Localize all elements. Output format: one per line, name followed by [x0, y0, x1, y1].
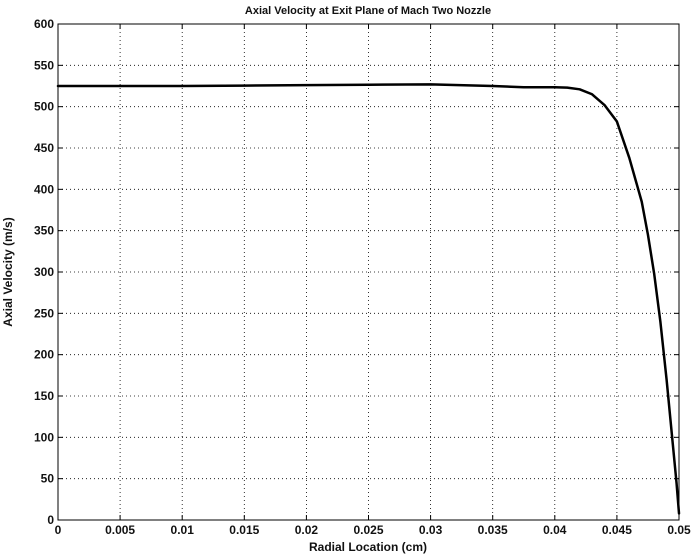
x-axis-title: Radial Location (cm) [309, 540, 427, 554]
x-tick-label: 0.03 [419, 523, 443, 537]
grid-lines [58, 24, 679, 520]
y-tick-label: 50 [41, 472, 55, 486]
x-tick-label: 0.01 [171, 523, 195, 537]
y-tick-label: 100 [34, 430, 54, 444]
x-tick-label: 0 [55, 523, 62, 537]
x-tick-label: 0.005 [105, 523, 135, 537]
y-tick-label: 300 [34, 265, 54, 279]
y-axis-title: Axial Velocity (m/s) [1, 217, 15, 326]
x-tick-label: 0.045 [602, 523, 632, 537]
y-tick-label: 150 [34, 389, 54, 403]
chart-title: Axial Velocity at Exit Plane of Mach Two… [245, 5, 491, 17]
y-tick-label: 250 [34, 306, 54, 320]
series-layer [56, 83, 681, 515]
y-tick-label: 500 [34, 100, 54, 114]
y-tick-labels: 0 50 100 150 200 250 300 350 400 450 500 550 600 [34, 17, 54, 527]
x-tick-label: 0.025 [353, 523, 383, 537]
x-tick-label: 0.04 [543, 523, 567, 537]
velocity-series-line [56, 83, 681, 515]
y-tick-label: 350 [34, 224, 54, 238]
tick-marks [57, 23, 680, 521]
x-tick-label: 0.015 [229, 523, 259, 537]
y-tick-label: 200 [34, 348, 54, 362]
x-tick-label: 0.02 [295, 523, 319, 537]
y-tick-label: 0 [47, 513, 54, 527]
y-tick-label: 600 [34, 17, 54, 31]
x-tick-label: 0.035 [478, 523, 508, 537]
y-tick-label: 450 [34, 141, 54, 155]
x-tick-label: 0.05 [667, 523, 691, 537]
y-tick-label: 550 [34, 58, 54, 72]
y-tick-label: 400 [34, 182, 54, 196]
x-tick-labels: 0 0.005 0.01 0.015 0.02 0.025 0.03 0.035 0.04 0.0… [55, 523, 691, 537]
